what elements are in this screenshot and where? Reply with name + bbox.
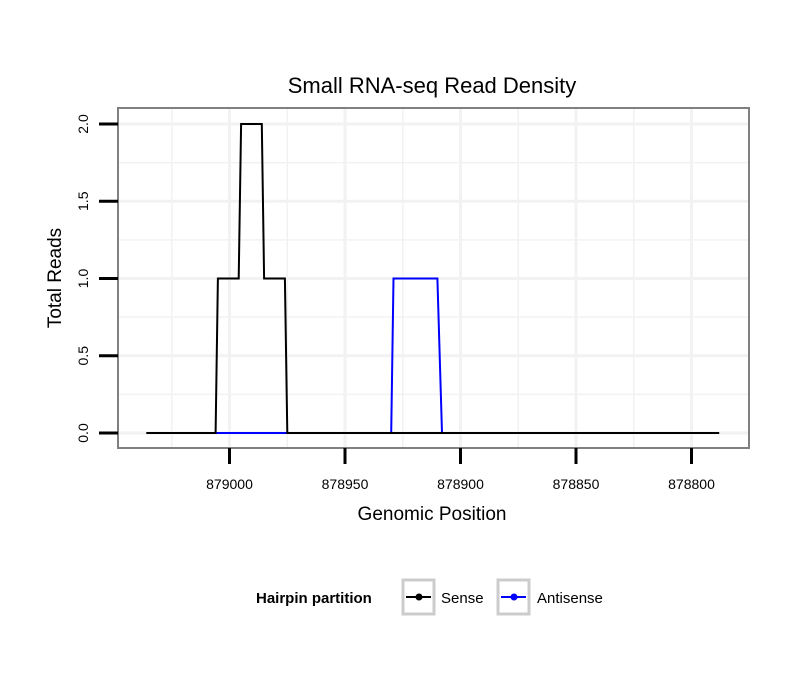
legend-title: Hairpin partition <box>256 590 372 607</box>
y-axis-title: Total Reads <box>45 228 66 328</box>
legend-item-antisense: Antisense <box>496 578 603 616</box>
series-line-sense <box>146 123 720 434</box>
x-axis: 879000 878950 878900 878850 878800 <box>206 448 715 492</box>
legend-dot-antisense <box>510 593 518 601</box>
y-tick-label-3: 1.5 <box>75 191 91 211</box>
y-tick-label-2: 1.0 <box>75 269 91 289</box>
y-tick-label-4: 2.0 <box>75 114 91 134</box>
y-tick-label-0: 0.0 <box>75 423 91 443</box>
legend: Hairpin partition Sense Antisense <box>256 578 603 616</box>
x-tick-label-4: 878800 <box>668 476 715 492</box>
x-tick-label-0: 879000 <box>206 476 253 492</box>
y-tick-label-1: 0.5 <box>75 346 91 366</box>
series-layer <box>146 123 720 434</box>
legend-dot-sense <box>415 593 423 601</box>
legend-item-sense: Sense <box>401 578 484 616</box>
x-axis-title: Genomic Position <box>358 504 507 525</box>
x-tick-label-3: 878850 <box>553 476 600 492</box>
y-axis: 0.0 0.5 1.0 1.5 2.0 <box>75 114 118 443</box>
x-tick-label-2: 878900 <box>437 476 484 492</box>
legend-label-antisense: Antisense <box>537 590 603 607</box>
legend-label-sense: Sense <box>441 590 484 607</box>
x-tick-label-1: 878950 <box>322 476 369 492</box>
chart-title: Small RNA-seq Read Density <box>288 73 577 98</box>
